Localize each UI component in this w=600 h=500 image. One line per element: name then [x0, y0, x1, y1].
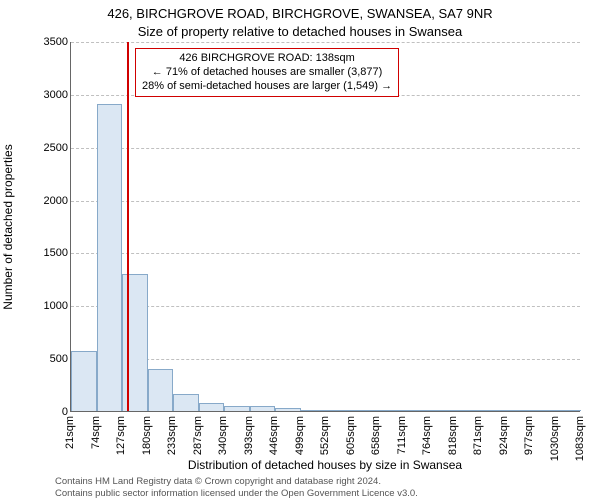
gridline	[71, 42, 580, 43]
y-tick-label: 1500	[40, 247, 68, 259]
histogram-bar	[250, 406, 276, 411]
y-tick-label: 2500	[40, 142, 68, 154]
histogram-bar	[301, 410, 327, 411]
histogram-bar	[352, 410, 378, 411]
histogram-bar	[530, 410, 556, 411]
x-tick-label: 499sqm	[294, 416, 306, 455]
x-tick-label: 924sqm	[498, 416, 510, 455]
x-tick-label: 658sqm	[370, 416, 382, 455]
y-axis-label: Number of detached properties	[1, 144, 15, 309]
y-tick-label: 3500	[40, 36, 68, 48]
histogram-bar	[326, 410, 352, 411]
x-tick-label: 340sqm	[217, 416, 229, 455]
gridline	[71, 201, 580, 202]
histogram-bar	[173, 394, 199, 411]
footer-copyright-1: Contains HM Land Registry data © Crown c…	[55, 476, 381, 487]
x-tick-label: 711sqm	[396, 416, 408, 454]
histogram-plot: 426 BIRCHGROVE ROAD: 138sqm← 71% of deta…	[70, 42, 580, 412]
x-tick-label: 393sqm	[243, 416, 255, 455]
histogram-bar	[148, 369, 174, 411]
histogram-bar	[428, 410, 454, 411]
histogram-bar	[275, 408, 301, 411]
histogram-bar	[224, 406, 250, 411]
gridline	[71, 148, 580, 149]
x-tick-label: 21sqm	[64, 416, 76, 449]
x-tick-label: 180sqm	[141, 416, 153, 455]
x-tick-label: 764sqm	[421, 416, 433, 455]
x-tick-label: 818sqm	[447, 416, 459, 455]
reference-line	[127, 42, 129, 411]
x-tick-label: 127sqm	[115, 416, 127, 455]
x-tick-label: 233sqm	[166, 416, 178, 455]
x-tick-label: 977sqm	[523, 416, 535, 455]
x-tick-label: 287sqm	[192, 416, 204, 455]
annotation-box: 426 BIRCHGROVE ROAD: 138sqm← 71% of deta…	[135, 48, 399, 97]
annotation-line: 28% of semi-detached houses are larger (…	[142, 80, 392, 94]
histogram-bar	[199, 403, 225, 411]
y-tick-label: 1000	[40, 300, 68, 312]
x-axis-label: Distribution of detached houses by size …	[70, 458, 580, 472]
histogram-bar	[71, 351, 97, 411]
x-tick-label: 74sqm	[90, 416, 102, 449]
x-tick-label: 605sqm	[345, 416, 357, 455]
histogram-bar	[97, 104, 123, 411]
histogram-bar	[479, 410, 505, 411]
x-tick-label: 1030sqm	[549, 416, 561, 461]
x-tick-label: 552sqm	[319, 416, 331, 455]
histogram-bar	[403, 410, 429, 411]
page-title-line1: 426, BIRCHGROVE ROAD, BIRCHGROVE, SWANSE…	[0, 6, 600, 21]
y-tick-label: 2000	[40, 195, 68, 207]
histogram-bar	[505, 410, 531, 411]
histogram-bar	[556, 410, 582, 411]
histogram-bar	[454, 410, 480, 411]
annotation-line: ← 71% of detached houses are smaller (3,…	[142, 66, 392, 80]
footer-copyright-2: Contains public sector information licen…	[55, 488, 418, 499]
page-title-line2: Size of property relative to detached ho…	[0, 24, 600, 39]
y-tick-label: 500	[40, 353, 68, 365]
y-tick-label: 3000	[40, 89, 68, 101]
x-tick-label: 1083sqm	[574, 416, 586, 461]
x-tick-label: 446sqm	[268, 416, 280, 455]
annotation-line: 426 BIRCHGROVE ROAD: 138sqm	[142, 52, 392, 66]
histogram-bar	[377, 410, 403, 411]
x-tick-label: 871sqm	[472, 416, 484, 455]
gridline	[71, 253, 580, 254]
